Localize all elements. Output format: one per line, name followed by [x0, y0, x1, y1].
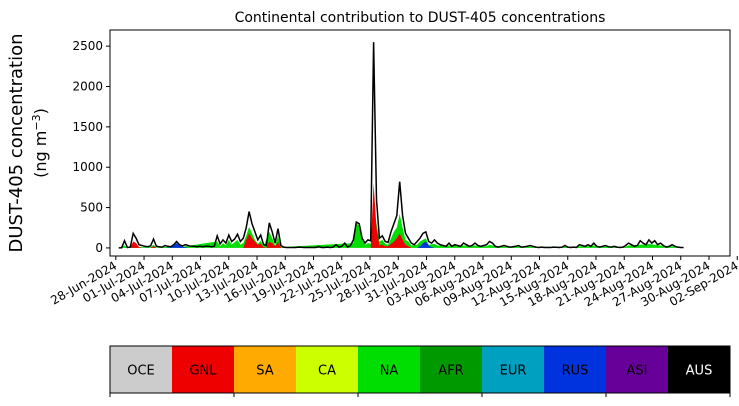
- legend-label-eur: EUR: [500, 364, 527, 379]
- chart-title: Continental contribution to DUST-405 con…: [235, 10, 606, 26]
- legend-swatch-sa: [234, 346, 297, 393]
- legend-swatch-na: [358, 346, 421, 393]
- legend-label-asi: ASI: [627, 364, 648, 379]
- legend-label-sa: SA: [256, 364, 273, 379]
- y-axis-label-unit-sup: −3: [30, 114, 43, 130]
- legend-swatch-rus: [544, 346, 607, 393]
- x-axis-ticks: 28-Jun-202401-Jul-202404-Jul-202407-Jul-…: [48, 256, 739, 309]
- plot-frame: [109, 29, 731, 257]
- legend-swatch-afr: [420, 346, 483, 393]
- y-tick-label: 2500: [72, 39, 103, 53]
- y-axis-label-line2: (ng m−3): [30, 108, 51, 178]
- y-tick-label: 1500: [72, 120, 103, 134]
- legend-frame: [109, 345, 731, 394]
- y-axis-label: DUST-405 concentration (ng m−3): [6, 33, 50, 252]
- legend-swatch-oce: [110, 346, 173, 393]
- legend-swatch-ca: [296, 346, 359, 393]
- y-axis-ticks: 0 500 1000 1500 2000 2500: [72, 39, 110, 255]
- y-axis-label-line1: DUST-405 concentration: [6, 33, 27, 252]
- plot-area: [109, 29, 731, 257]
- legend-swatch-asi: [606, 346, 669, 393]
- legend-swatch-aus: [668, 346, 731, 393]
- legend-label-rus: RUS: [562, 364, 589, 379]
- series-layer: [118, 42, 684, 249]
- series-area-rus: [118, 241, 684, 248]
- legend-label-gnl: GNL: [189, 364, 217, 379]
- y-axis-label-unit: (ng m: [31, 131, 50, 178]
- y-tick-label: 0: [95, 241, 103, 255]
- y-tick-label: 1000: [72, 160, 103, 174]
- legend-swatch-gnl: [172, 346, 235, 393]
- legend-label-na: NA: [380, 364, 399, 379]
- legend-label-oce: OCE: [127, 364, 155, 379]
- y-tick-label: 500: [80, 201, 103, 215]
- series-line-total: [118, 42, 684, 249]
- y-tick-label: 2000: [72, 80, 103, 94]
- legend-label-aus: AUS: [686, 364, 713, 379]
- legend-label-afr: AFR: [438, 364, 463, 379]
- legend-colorbar: OCE GNL SA CA NA AFR EUR RUS ASI AUS: [109, 345, 731, 397]
- y-axis-label-unit-end: ): [31, 108, 50, 114]
- series-area-na: [118, 207, 684, 248]
- legend-label-ca: CA: [318, 364, 336, 379]
- legend-swatch-eur: [482, 346, 545, 393]
